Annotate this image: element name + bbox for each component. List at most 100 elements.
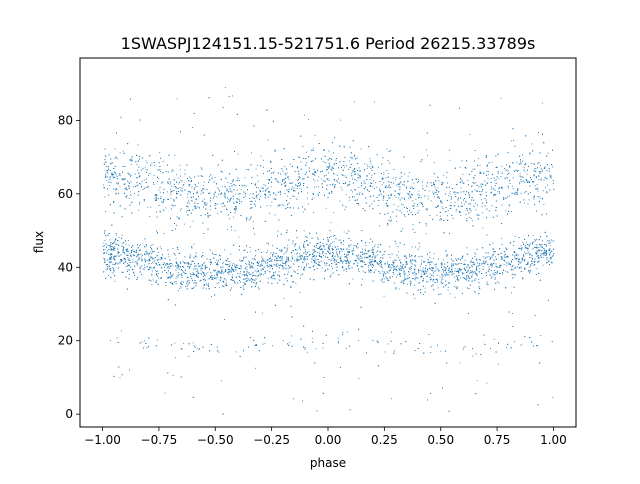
data-point xyxy=(458,263,460,265)
data-point xyxy=(130,176,131,178)
data-point xyxy=(151,257,153,258)
data-point xyxy=(453,276,455,278)
data-point xyxy=(162,161,164,163)
data-point xyxy=(180,179,182,181)
data-point xyxy=(454,193,456,195)
data-point xyxy=(441,263,443,265)
data-point xyxy=(438,196,440,198)
data-point xyxy=(529,270,530,272)
data-point xyxy=(238,236,240,238)
data-point xyxy=(180,262,182,264)
data-point xyxy=(292,281,293,283)
data-point xyxy=(481,199,483,201)
data-point xyxy=(295,253,297,255)
data-point xyxy=(465,279,467,281)
data-point xyxy=(488,171,490,172)
data-point xyxy=(116,176,118,177)
data-point xyxy=(117,158,119,160)
data-point xyxy=(213,269,214,271)
data-point xyxy=(202,176,203,177)
data-point xyxy=(289,341,291,343)
data-point xyxy=(156,198,158,199)
data-point xyxy=(447,286,449,288)
data-point xyxy=(315,172,317,174)
data-point xyxy=(491,205,493,207)
data-point xyxy=(370,269,371,270)
data-point xyxy=(501,257,503,259)
data-point xyxy=(254,258,256,260)
data-point xyxy=(139,203,140,205)
data-point xyxy=(157,181,158,183)
data-point xyxy=(359,258,361,260)
data-point xyxy=(435,188,437,190)
data-point xyxy=(203,271,204,273)
data-point xyxy=(151,249,153,251)
data-point xyxy=(151,162,153,164)
data-point xyxy=(378,263,380,265)
data-point xyxy=(237,273,239,274)
data-point xyxy=(478,278,480,280)
data-point xyxy=(252,221,254,223)
data-point xyxy=(354,174,356,176)
data-point xyxy=(312,249,314,251)
data-point xyxy=(470,270,472,272)
data-point xyxy=(490,256,491,258)
data-point xyxy=(273,171,275,173)
data-point xyxy=(243,282,245,284)
data-point xyxy=(442,269,443,270)
data-point xyxy=(308,119,309,121)
data-point xyxy=(226,259,228,261)
data-point xyxy=(482,212,484,214)
data-point xyxy=(205,283,207,285)
data-point xyxy=(244,184,245,186)
data-point xyxy=(420,266,421,268)
data-point xyxy=(148,259,149,261)
data-point xyxy=(183,342,185,344)
data-point xyxy=(129,274,130,275)
data-point xyxy=(353,196,355,198)
data-point xyxy=(185,262,187,264)
data-point xyxy=(164,392,166,394)
data-point xyxy=(474,291,476,292)
data-point xyxy=(457,277,458,279)
data-point xyxy=(505,270,507,272)
data-point xyxy=(160,171,162,172)
data-point xyxy=(165,285,167,287)
data-point xyxy=(262,190,264,192)
data-point xyxy=(313,179,314,180)
data-point xyxy=(418,256,420,257)
data-point xyxy=(524,181,526,183)
data-point xyxy=(493,338,495,340)
data-point xyxy=(345,259,347,261)
data-point xyxy=(288,271,290,273)
data-point xyxy=(379,188,381,190)
data-point xyxy=(441,202,443,204)
data-point xyxy=(387,263,388,265)
data-point xyxy=(395,179,397,181)
data-point xyxy=(144,264,145,266)
data-point xyxy=(156,263,157,265)
data-point xyxy=(232,279,233,281)
data-point xyxy=(395,190,397,192)
data-point xyxy=(353,168,355,170)
data-point xyxy=(410,262,412,264)
data-point xyxy=(216,263,217,265)
data-point xyxy=(374,246,375,248)
data-point xyxy=(132,259,134,261)
data-point xyxy=(421,271,423,272)
data-point xyxy=(493,274,495,276)
data-point xyxy=(535,168,537,169)
data-point xyxy=(280,264,282,266)
data-point xyxy=(410,268,412,270)
data-point xyxy=(474,189,476,191)
data-point xyxy=(436,274,438,276)
data-point xyxy=(461,202,462,204)
data-point xyxy=(398,251,399,253)
data-point xyxy=(235,264,237,266)
data-point xyxy=(521,249,522,251)
data-point xyxy=(104,258,106,260)
data-point xyxy=(220,277,222,279)
data-point xyxy=(338,248,339,250)
data-point xyxy=(260,265,262,267)
data-point xyxy=(134,261,136,263)
